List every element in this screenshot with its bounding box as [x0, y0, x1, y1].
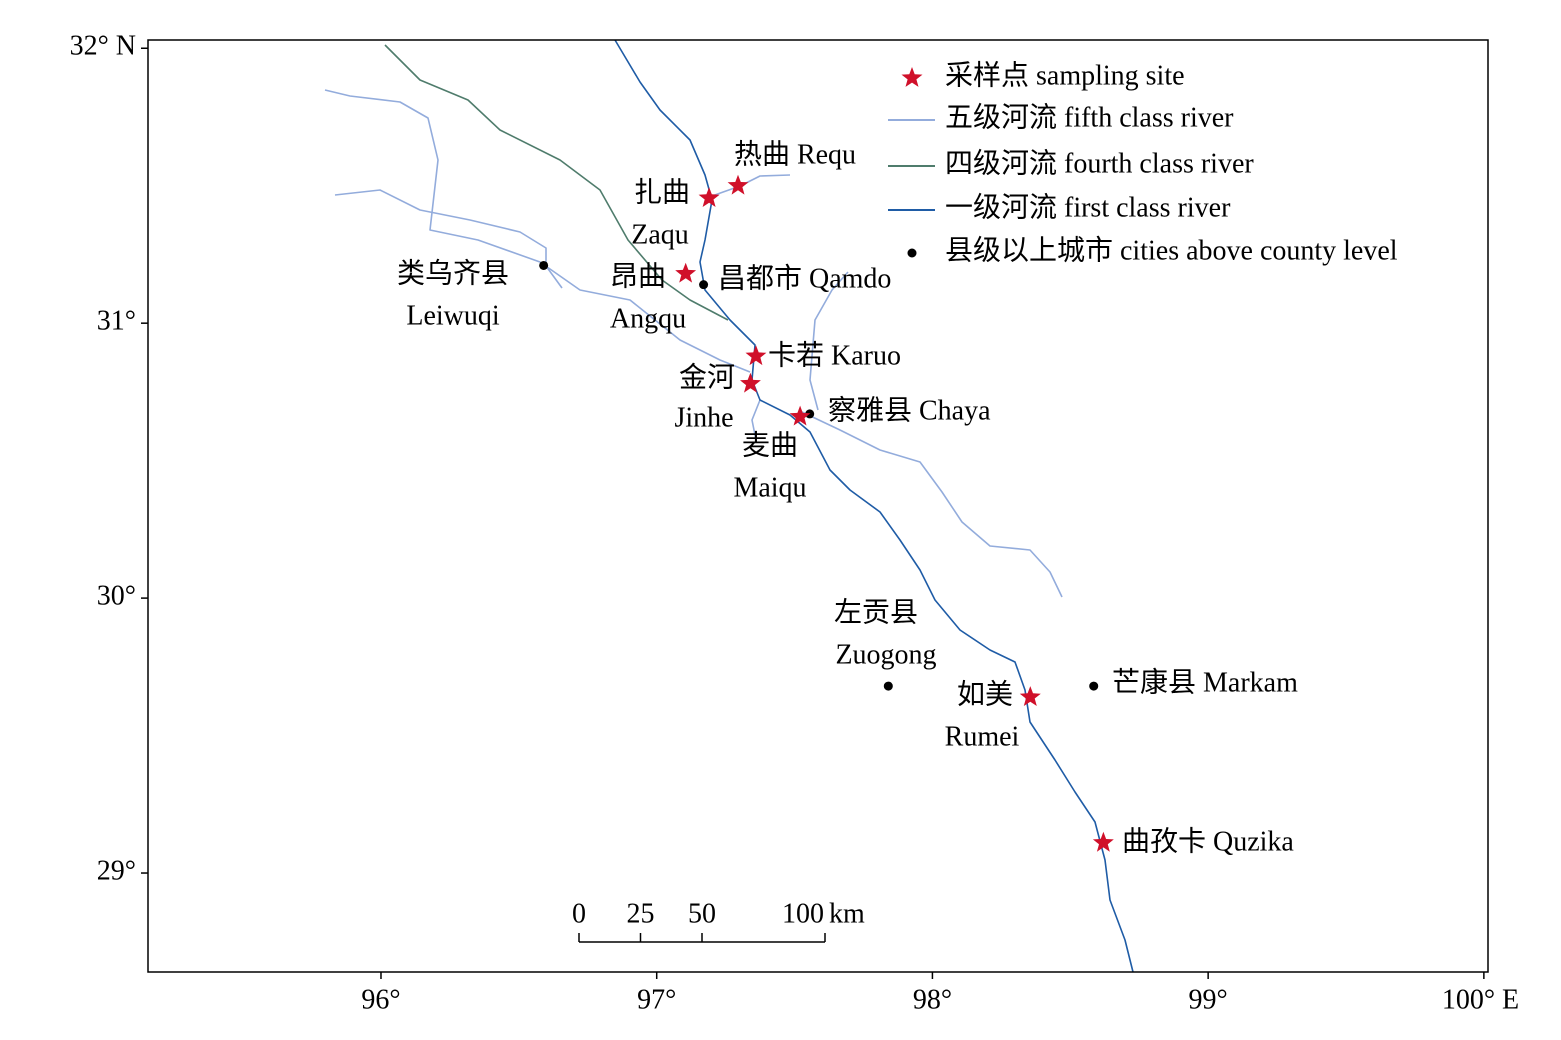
x-tick-label: 98° [913, 984, 952, 1015]
sampling-site [789, 405, 811, 426]
sampling-site [1019, 686, 1041, 706]
city [539, 260, 549, 270]
city [699, 280, 709, 290]
city-label: 昌都市 Qamdo [718, 262, 891, 294]
site-label: Maiqu [733, 472, 806, 503]
sampling-site [1092, 831, 1114, 852]
legend-label: 五级河流 fifth class river [945, 101, 1234, 133]
city-label: 左贡县 [834, 596, 918, 628]
fifth-class-river [809, 271, 849, 411]
legend-star [901, 67, 923, 87]
legend-dot [907, 248, 917, 258]
scale-label: 25 [627, 898, 655, 929]
rivers [324, 39, 1134, 973]
y-tick-label: 29° [97, 855, 136, 886]
site-label: Zaqu [631, 219, 689, 250]
sampling-site [745, 345, 767, 366]
x-tick-label: 100° E [1442, 984, 1519, 1015]
legend-label: 一级河流 first class river [945, 191, 1231, 223]
legend-label: 四级河流 fourth class river [945, 147, 1254, 179]
city-label: Leiwuqi [406, 300, 500, 331]
city [805, 409, 815, 419]
y-tick-label: 30° [97, 581, 136, 612]
x-tick-label: 97° [637, 984, 676, 1015]
city [883, 681, 893, 691]
legend-label: 县级以上城市 cities above county level [945, 234, 1398, 266]
legend-label: 采样点 sampling site [945, 59, 1185, 91]
site-label: 昂曲 [610, 261, 666, 292]
fifth-class-river [751, 399, 761, 441]
site-label: 扎曲 [634, 176, 690, 208]
site-label: 金河 [679, 361, 735, 393]
x-tick-label: 99° [1189, 984, 1228, 1015]
scale-unit: km [829, 898, 865, 929]
site-label: Angqu [610, 303, 686, 334]
scale-label: 100 [782, 898, 824, 929]
sampling-site [727, 174, 749, 195]
city-label: 芒康县 Markam [1112, 666, 1298, 698]
site-label: 麦曲 [742, 429, 798, 461]
site-label: 卡若 Karuo [768, 339, 901, 371]
site-label: Rumei [945, 721, 1020, 752]
fourth-class-river [384, 44, 729, 321]
map-frame [147, 39, 1489, 973]
city [1089, 681, 1099, 691]
site-label: Jinhe [674, 402, 733, 433]
y-tick-label: 31° [97, 306, 136, 337]
site-label: 热曲 Requ [734, 138, 856, 170]
sampling-site [675, 262, 697, 283]
y-tick-label: 32° N [70, 31, 136, 62]
sampling-site [698, 187, 720, 207]
site-label: 如美 [957, 678, 1013, 710]
x-tick-label: 96° [361, 984, 400, 1015]
site-label: 曲孜卡 Quzika [1122, 825, 1294, 857]
fifth-class-river [711, 174, 791, 197]
scale-label: 50 [688, 898, 716, 929]
city-label: Zuogong [835, 639, 936, 670]
scale-label: 0 [572, 898, 586, 929]
fifth-class-river [801, 411, 1063, 598]
city-label: 类乌齐县 [397, 257, 509, 289]
city-label: 察雅县 Chaya [828, 394, 991, 426]
sampling-site [740, 372, 761, 393]
fifth-class-river [324, 89, 751, 373]
first-class-river [614, 39, 1134, 973]
